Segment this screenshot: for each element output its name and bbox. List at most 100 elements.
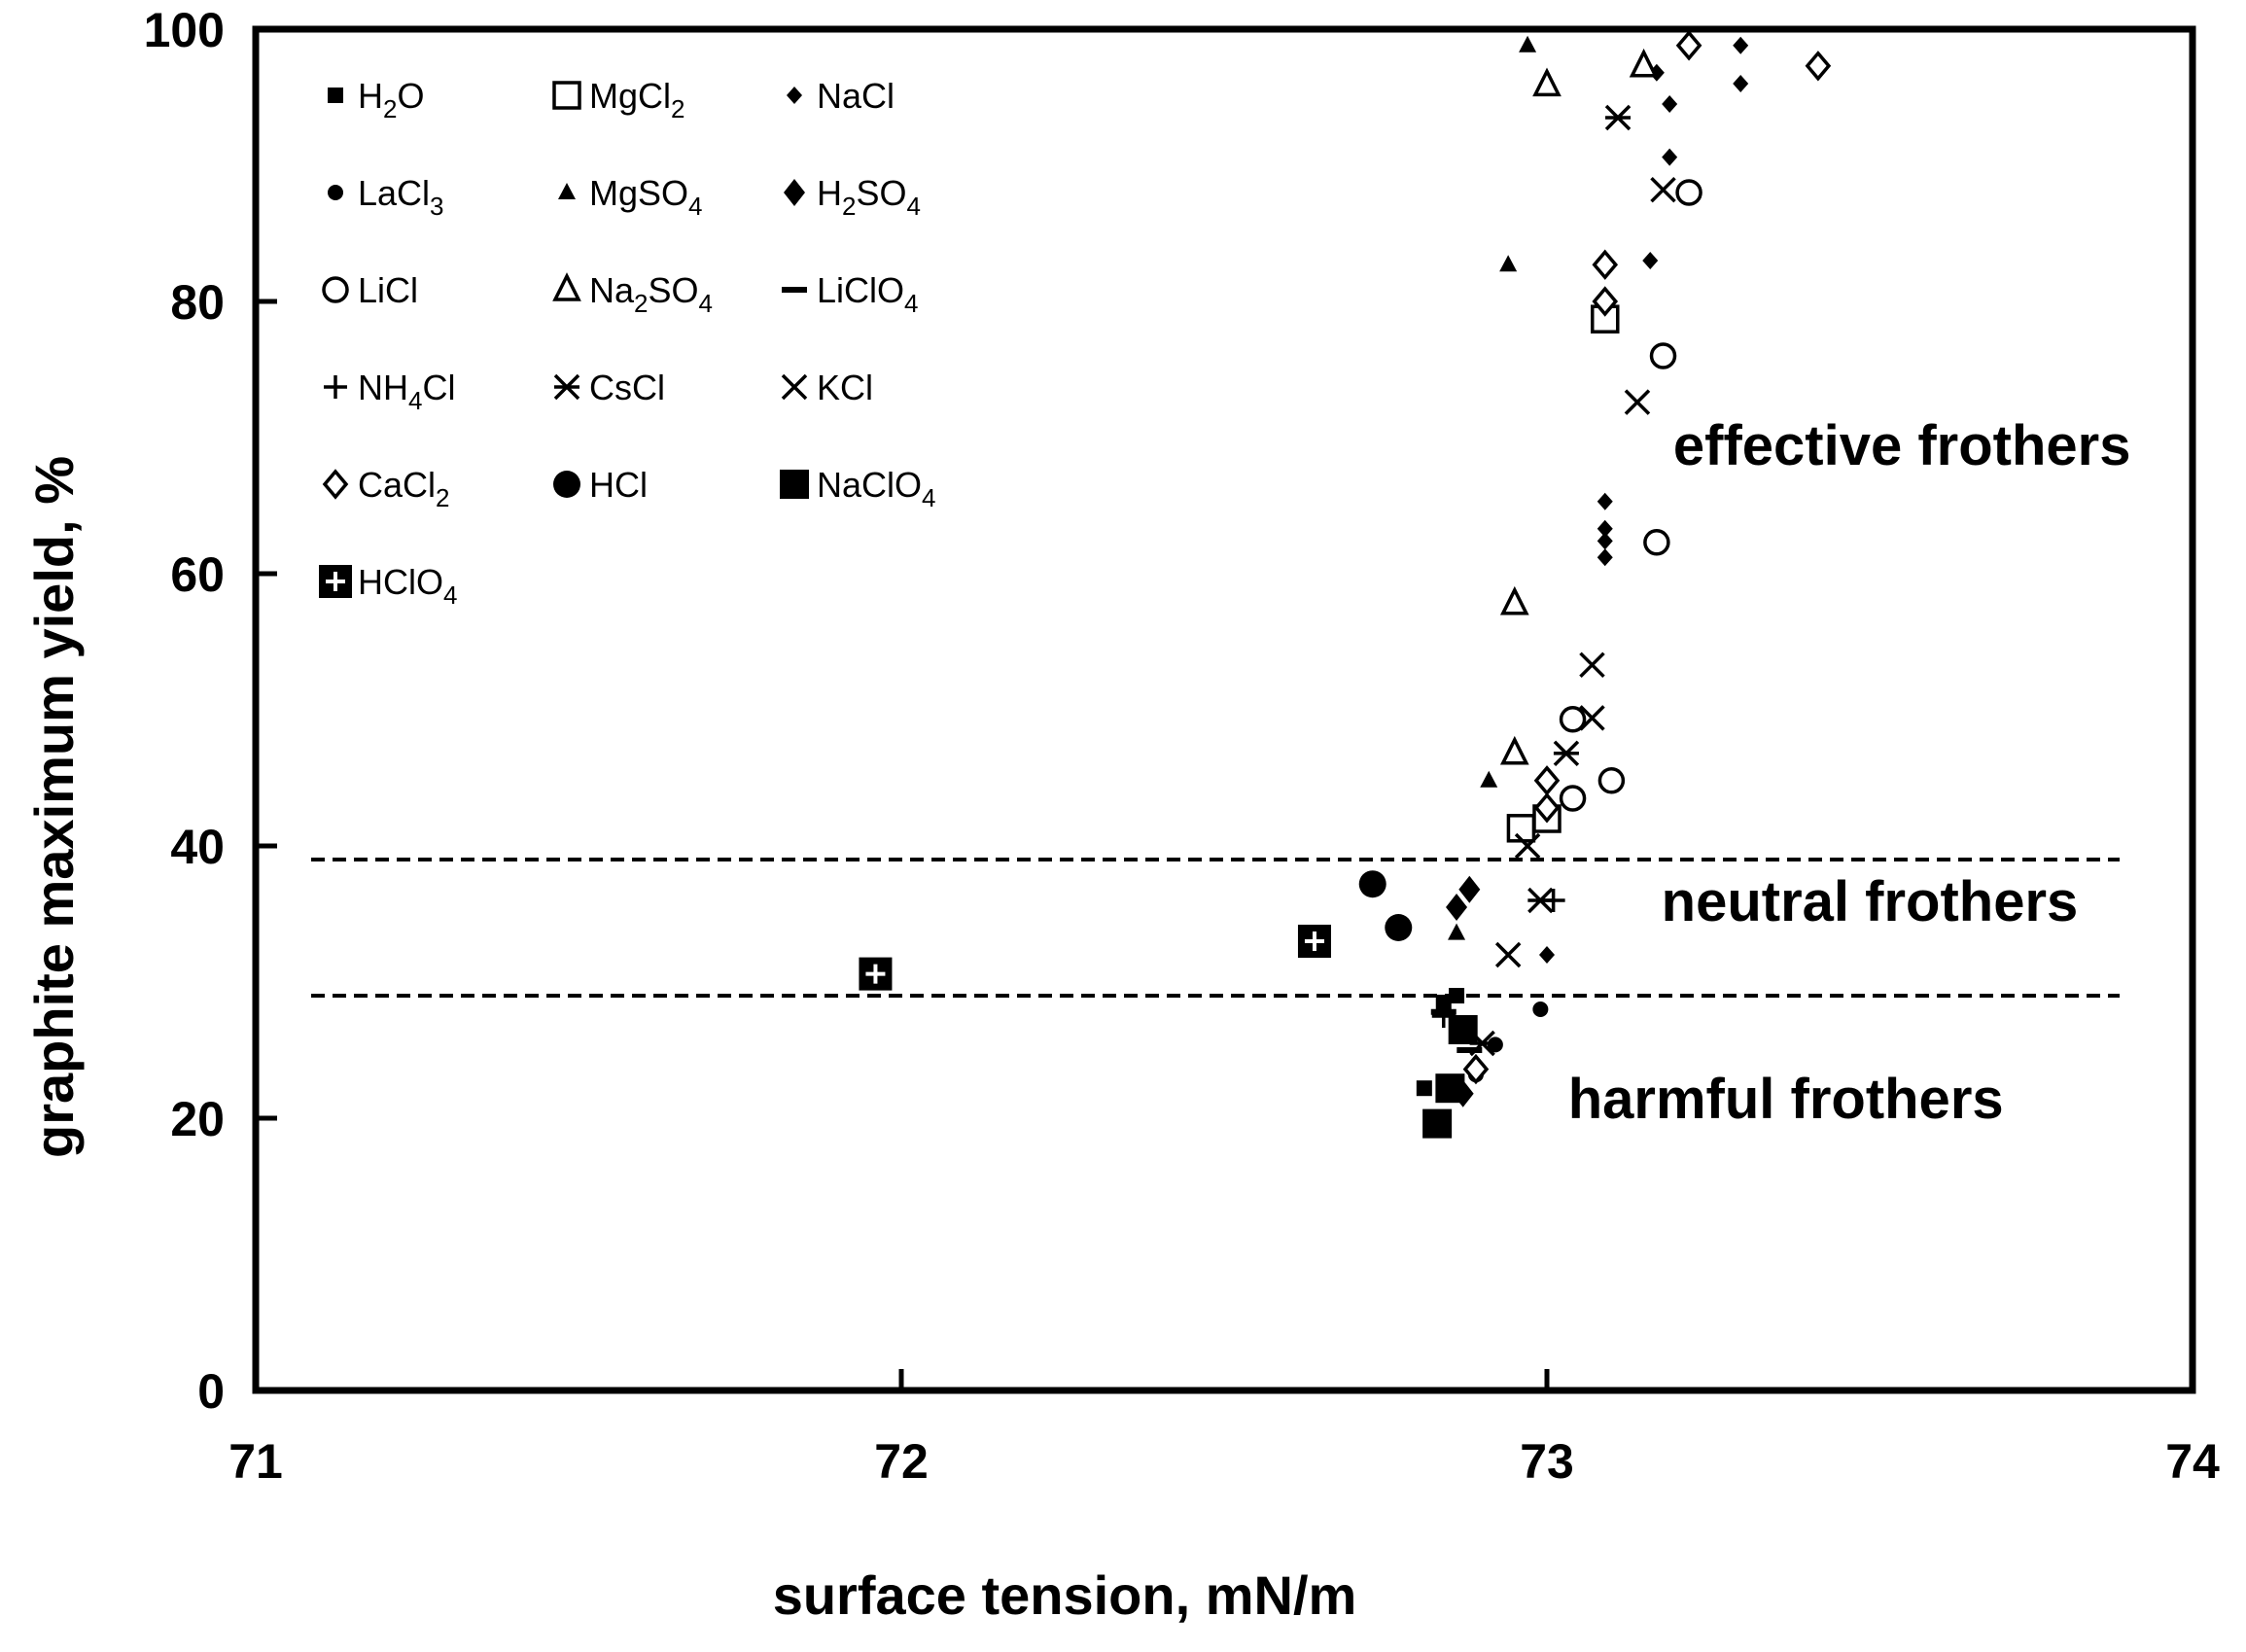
data-point-cscl xyxy=(1604,104,1632,131)
data-point-na2so4 xyxy=(1499,585,1529,615)
data-point-cacl2 xyxy=(1533,792,1561,824)
data-point-licl xyxy=(1559,785,1587,812)
legend-label-cscl: CsCl xyxy=(589,368,665,407)
x-tick-label: 74 xyxy=(2165,1434,2220,1489)
y-tick-label: 80 xyxy=(170,275,225,330)
legend-marker-naclo4 xyxy=(780,470,809,499)
legend-label-kcl: KCl xyxy=(817,368,873,407)
legend-marker-cscl xyxy=(553,373,580,401)
x-axis-title: surface tension, mN/m xyxy=(773,1564,1357,1626)
data-point-cscl xyxy=(1553,740,1580,767)
legend-label-hclo4: HClO4 xyxy=(358,562,457,610)
legend-label-licl: LiCl xyxy=(358,270,418,310)
data-point-licl xyxy=(1675,179,1702,206)
legend-label-mgcl2: MgCl2 xyxy=(589,76,684,123)
legend-label-liclo4: LiClO4 xyxy=(817,270,919,318)
data-point-h2so4 xyxy=(1458,875,1481,903)
legend-label-nacl: NaCl xyxy=(817,76,895,116)
zone-label: effective frothers xyxy=(1673,414,2131,477)
legend-label-hcl: HCl xyxy=(589,465,648,505)
data-point-mgso4 xyxy=(1499,255,1518,272)
legend-marker-kcl xyxy=(781,373,808,401)
legend: H2O MgCl2 NaCl LaCl3 MgSO4 H2SO4 LiCl Na2SO4 LiC… xyxy=(319,76,936,610)
data-point-naclo4 xyxy=(1435,1073,1465,1104)
legend-marker-licl xyxy=(322,276,349,303)
data-point-nacl xyxy=(1733,75,1749,92)
data-point-naclo4 xyxy=(1448,1015,1478,1044)
legend-label-na2so4: Na2SO4 xyxy=(589,270,713,318)
data-points xyxy=(859,30,1832,1139)
tick-labels: 0 20 40 60 80 100 71 72 73 74 xyxy=(144,3,2220,1489)
data-point-lacl3 xyxy=(1487,1037,1503,1053)
zone-label: harmful frothers xyxy=(1568,1068,2004,1131)
y-tick-label: 20 xyxy=(170,1092,225,1146)
y-axis-title: graphite maximum yield, % xyxy=(23,456,85,1158)
legend-marker-na2so4 xyxy=(552,272,581,301)
legend-marker-mgso4 xyxy=(558,183,576,199)
y-tick-label: 0 xyxy=(197,1364,225,1419)
legend-marker-cacl2 xyxy=(322,469,349,500)
data-point-nacl xyxy=(1642,252,1659,269)
data-point-licl xyxy=(1559,706,1587,733)
data-point-cacl2 xyxy=(1592,249,1619,280)
legend-marker-nacl xyxy=(787,87,802,104)
data-point-hcl xyxy=(1385,914,1413,941)
data-point-nacl xyxy=(1662,148,1678,166)
legend-marker-h2o xyxy=(328,88,343,103)
y-tick-label: 60 xyxy=(170,547,225,602)
legend-marker-nh4cl xyxy=(324,375,347,399)
data-point-mgso4 xyxy=(1519,35,1537,53)
data-point-licl xyxy=(1597,767,1626,794)
data-point-hclo4 xyxy=(1297,925,1331,958)
data-point-nacl xyxy=(1597,492,1613,510)
data-point-kcl xyxy=(1494,941,1522,968)
legend-label-h2o: H2O xyxy=(358,76,424,123)
data-point-lacl3 xyxy=(1532,1002,1549,1017)
legend-marker-h2so4 xyxy=(784,179,805,206)
data-point-kcl xyxy=(1624,389,1651,415)
data-point-mgso4 xyxy=(1480,770,1498,788)
zone-label: neutral frothers xyxy=(1662,870,2079,933)
plot-frame xyxy=(252,25,2196,1394)
data-point-cscl xyxy=(1527,887,1554,914)
data-point-h2so4 xyxy=(1446,894,1468,921)
data-point-kcl xyxy=(1650,176,1676,203)
data-point-nacl xyxy=(1597,532,1613,550)
legend-label-lacl3: LaCl3 xyxy=(358,173,444,221)
data-point-mgso4 xyxy=(1448,923,1466,940)
data-point-licl xyxy=(1649,342,1677,369)
data-point-cacl2 xyxy=(1592,286,1619,317)
legend-marker-mgcl2 xyxy=(552,81,581,110)
data-point-cacl2 xyxy=(1805,51,1832,82)
data-point-hcl xyxy=(1358,870,1386,898)
data-point-nacl xyxy=(1662,95,1678,113)
legend-marker-hclo4 xyxy=(319,565,352,598)
data-point-nacl xyxy=(1733,36,1749,54)
axis-ticks xyxy=(253,26,2195,1393)
data-point-h2o xyxy=(1416,1080,1432,1097)
data-point-kcl xyxy=(1579,651,1605,679)
y-tick-label: 100 xyxy=(144,3,225,57)
legend-label-naclo4: NaClO4 xyxy=(817,465,936,512)
data-point-cacl2 xyxy=(1533,765,1561,796)
legend-label-cacl2: CaCl2 xyxy=(358,465,449,512)
reference-lines xyxy=(311,858,2120,998)
data-point-h2o xyxy=(1449,988,1465,1003)
data-point-na2so4 xyxy=(1629,48,1659,78)
data-point-hclo4 xyxy=(859,957,893,991)
data-point-cacl2 xyxy=(1462,1053,1490,1085)
legend-label-h2so4: H2SO4 xyxy=(817,173,921,221)
data-point-kcl xyxy=(1579,705,1605,731)
data-point-kcl xyxy=(1514,832,1541,860)
data-point-nacl xyxy=(1597,519,1613,538)
legend-label-mgso4: MgSO4 xyxy=(589,173,703,221)
legend-marker-lacl3 xyxy=(328,185,343,200)
data-point-nacl xyxy=(1539,946,1555,964)
data-point-h2o xyxy=(1435,995,1452,1010)
legend-label-nh4cl: NH4Cl xyxy=(358,368,455,415)
data-point-na2so4 xyxy=(1499,735,1529,765)
x-tick-label: 72 xyxy=(874,1434,929,1489)
zone-annotations: effective frothers neutral frothers harmfu… xyxy=(1568,414,2131,1131)
